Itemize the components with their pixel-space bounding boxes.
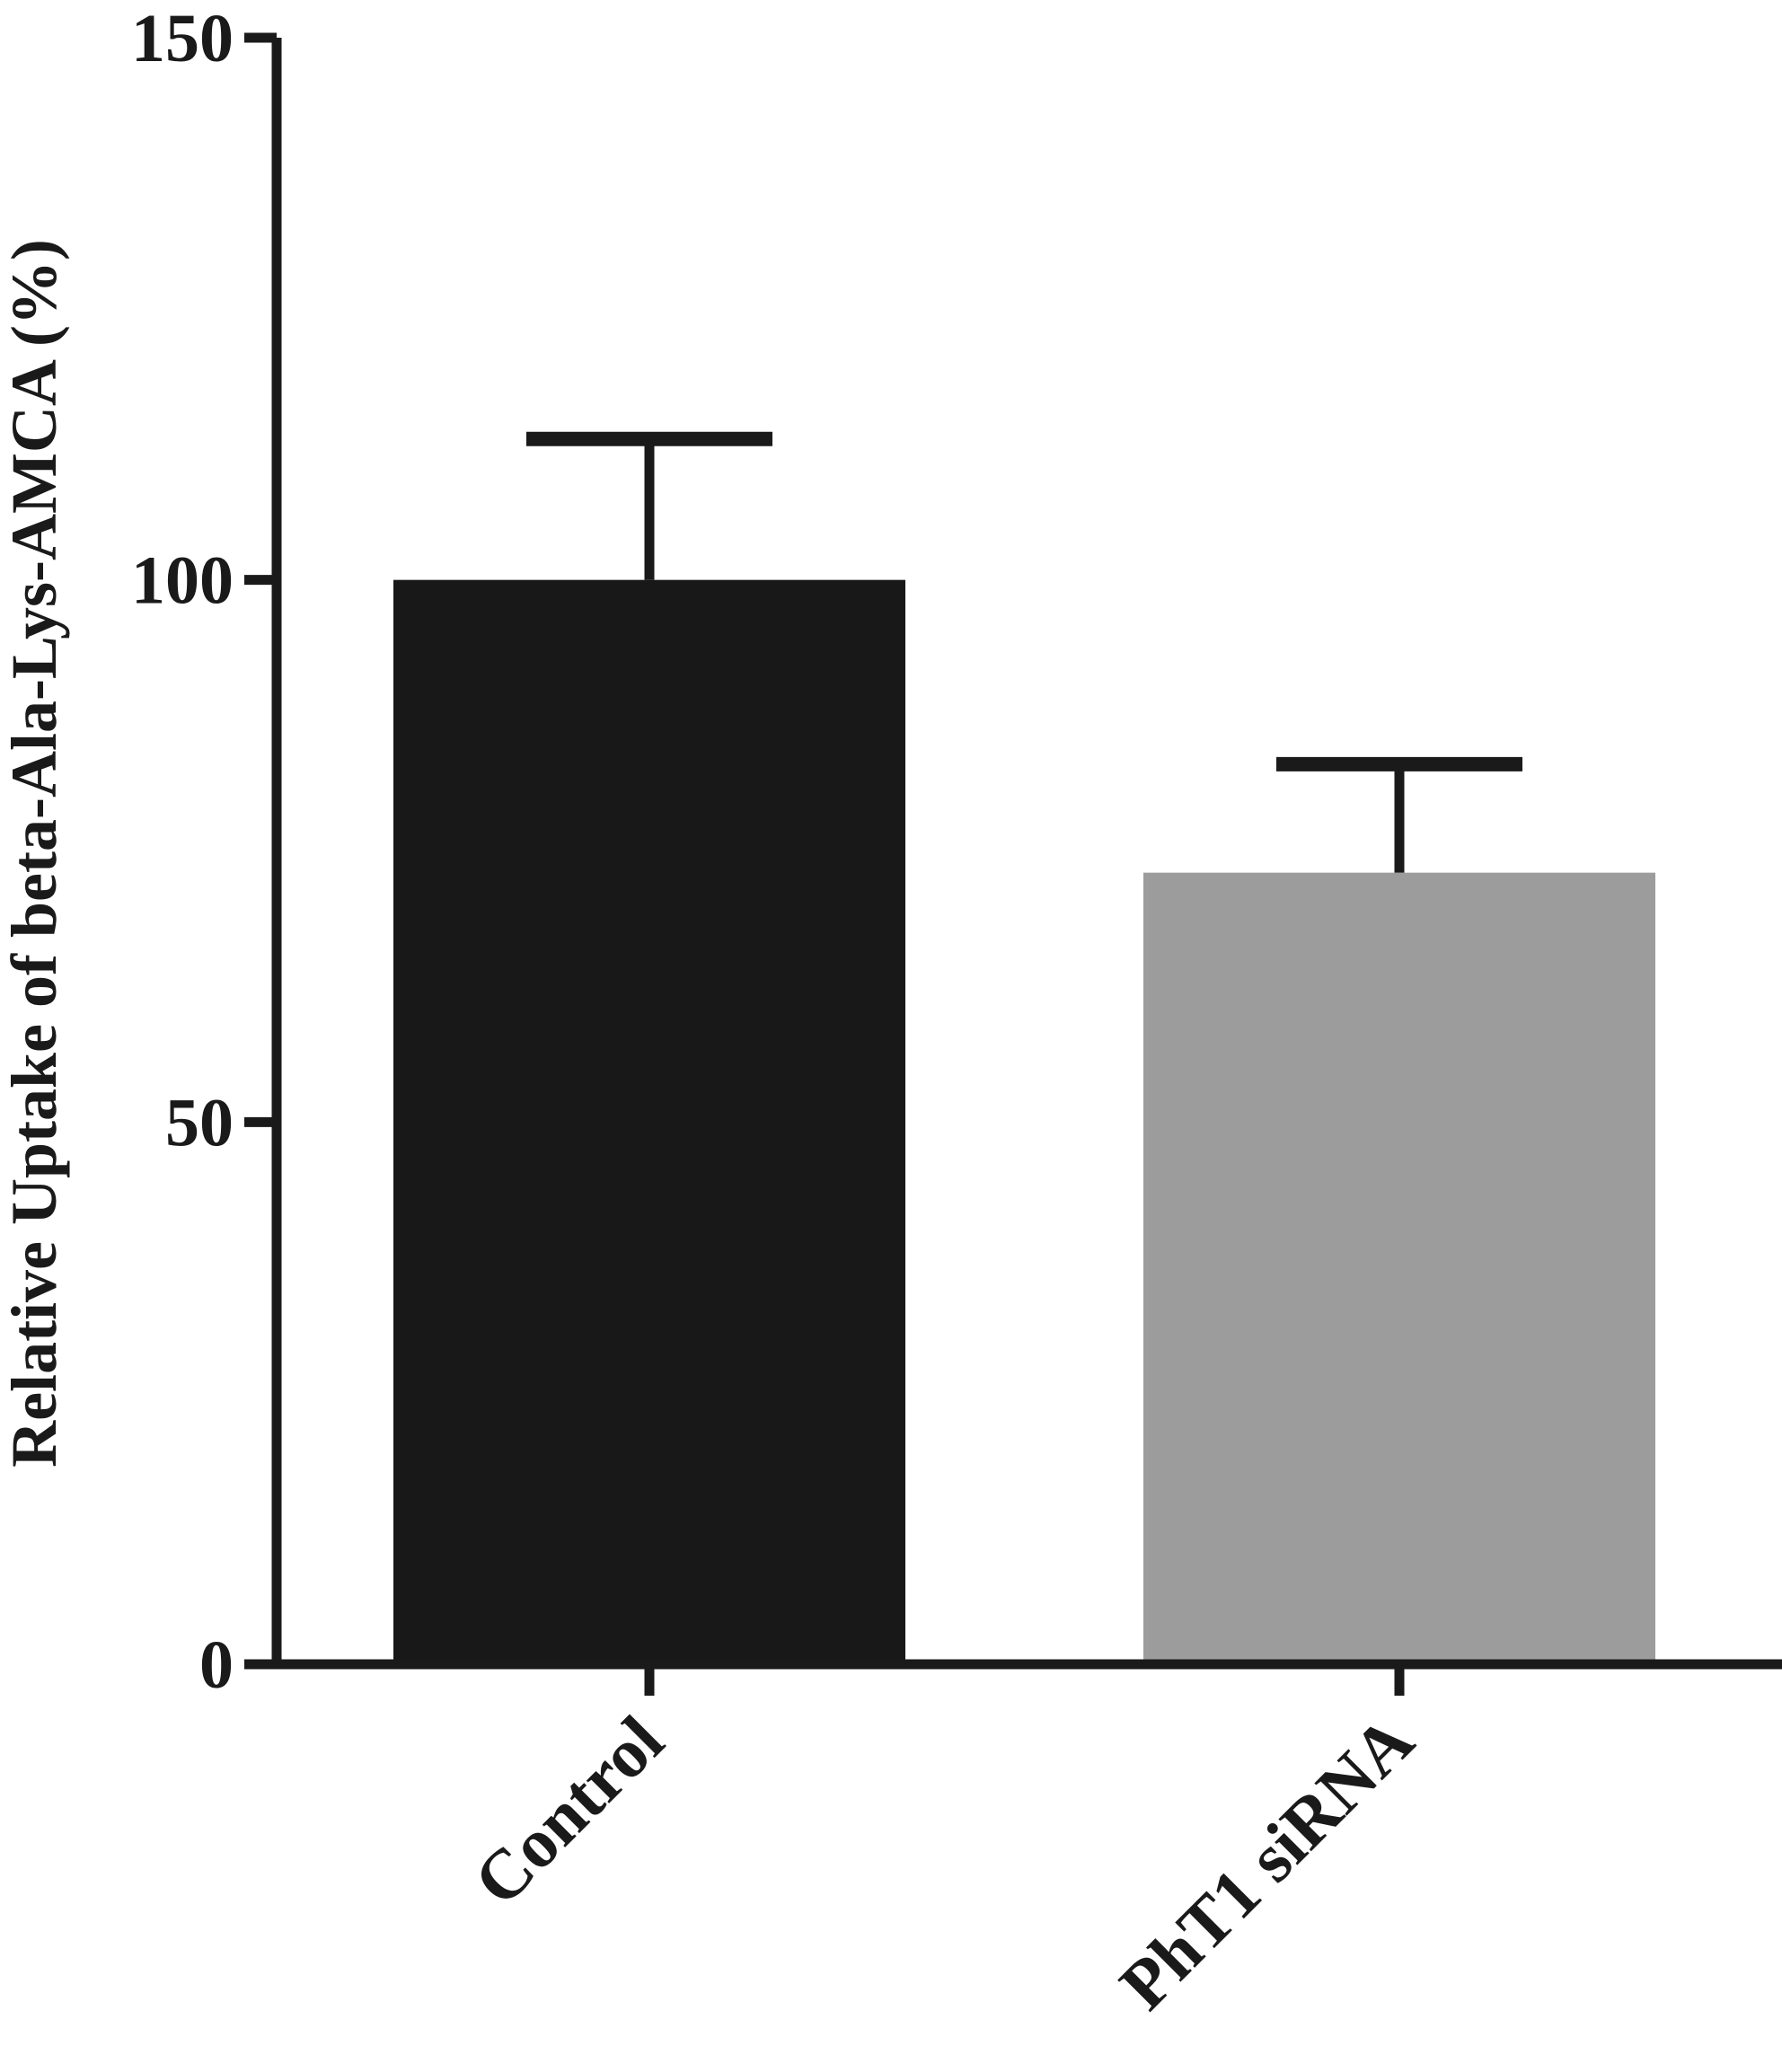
error-bars-group <box>526 431 1522 873</box>
y-tick-label: 100 <box>131 543 234 619</box>
bar-control <box>393 579 905 1664</box>
x-ticks-group: Control PhT1 siRNA <box>459 1664 1428 2024</box>
x-tick-label: PhT1 siRNA <box>1105 1701 1428 2024</box>
y-axis-label: Relative Uptake of beta-Ala-Lys-AMCA (%) <box>0 239 70 1468</box>
bars-group <box>393 579 1655 1664</box>
x-tick-label: Control <box>459 1701 678 1920</box>
y-ticks-group: 0 50 100 150 <box>131 1 277 1703</box>
bar-pht1-sirna <box>1143 872 1655 1664</box>
y-tick-label: 50 <box>165 1085 234 1160</box>
axes-group <box>271 38 1782 1670</box>
y-tick-label: 0 <box>199 1627 234 1703</box>
y-tick-label: 150 <box>131 1 234 76</box>
